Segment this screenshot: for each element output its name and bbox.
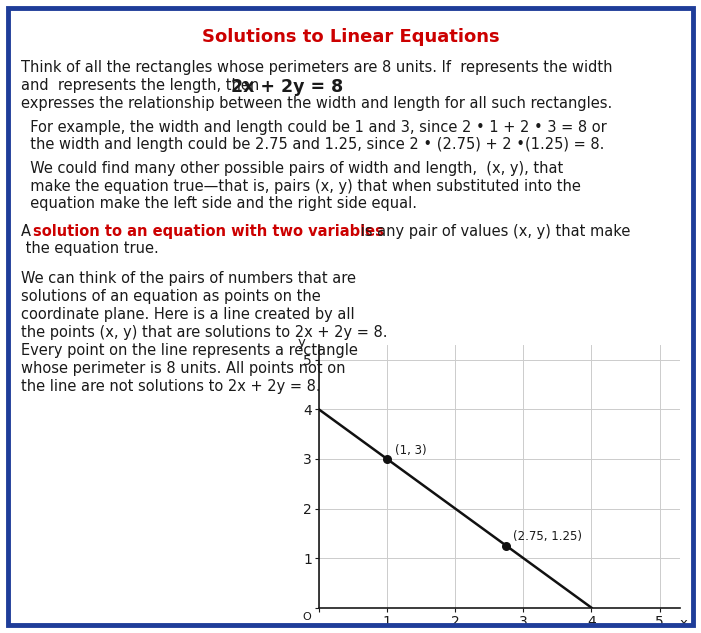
Text: Think of all the rectangles whose perimeters are 8 units. If  represents the wid: Think of all the rectangles whose perime… [21,60,613,75]
Text: A: A [21,224,36,239]
Text: the equation true.: the equation true. [21,241,159,256]
Text: y: y [298,336,306,349]
Text: We could find many other possible pairs of width and length,  (x, y), that: We could find many other possible pairs … [21,161,564,177]
Text: the points (x, y) that are solutions to 2x + 2y = 8.: the points (x, y) that are solutions to … [21,325,388,340]
Text: 2x + 2y = 8: 2x + 2y = 8 [231,78,343,96]
Text: For example, the width and length could be 1 and 3, since 2 • 1 + 2 • 3 = 8 or: For example, the width and length could … [21,120,607,135]
Text: the width and length could be 2.75 and 1.25, since 2 • (2.75) + 2 •(1.25) = 8.: the width and length could be 2.75 and 1… [21,137,604,153]
Text: whose perimeter is 8 units. All points not on: whose perimeter is 8 units. All points n… [21,361,346,376]
Text: coordinate plane. Here is a line created by all: coordinate plane. Here is a line created… [21,307,355,322]
Text: and  represents the length, then: and represents the length, then [21,78,259,93]
Text: x: x [679,617,687,630]
Text: make the equation true—that is, pairs (x, y) that when substituted into the: make the equation true—that is, pairs (x… [21,179,581,194]
Text: solutions of an equation as points on the: solutions of an equation as points on th… [21,289,321,304]
Text: Solutions to Linear Equations: Solutions to Linear Equations [202,28,499,46]
Text: (2.75, 1.25): (2.75, 1.25) [513,530,582,543]
Text: the line are not solutions to 2x + 2y = 8.: the line are not solutions to 2x + 2y = … [21,379,320,394]
Text: is any pair of values (x, y) that make: is any pair of values (x, y) that make [356,224,630,239]
Text: Every point on the line represents a rectangle: Every point on the line represents a rec… [21,343,358,358]
Text: (1, 3): (1, 3) [395,444,427,456]
Text: O: O [302,611,311,622]
Point [501,541,512,551]
Point [381,454,393,464]
Text: equation make the left side and the right side equal.: equation make the left side and the righ… [21,196,417,211]
Text: We can think of the pairs of numbers that are: We can think of the pairs of numbers tha… [21,271,356,286]
Text: solution to an equation with two variables: solution to an equation with two variabl… [33,224,384,239]
Text: expresses the relationship between the width and length for all such rectangles.: expresses the relationship between the w… [21,96,612,111]
